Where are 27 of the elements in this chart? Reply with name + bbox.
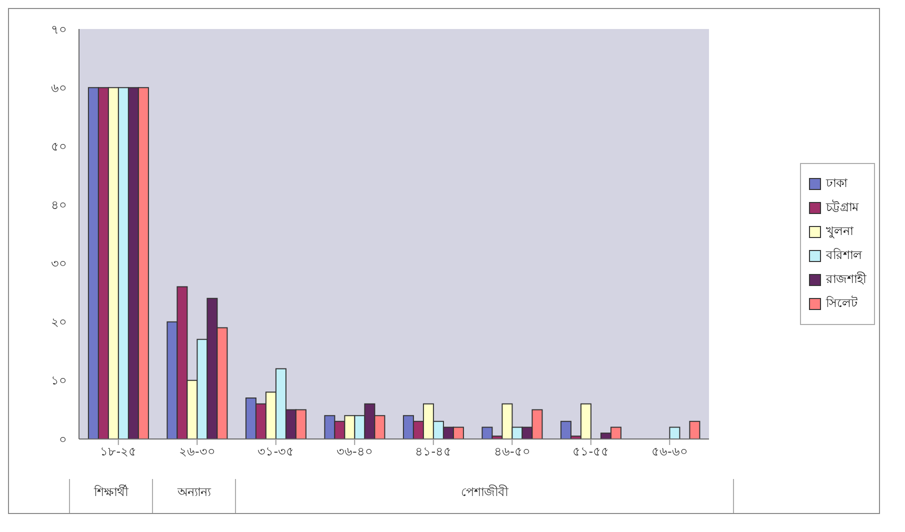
y-tick-label: ২০ xyxy=(51,315,67,330)
x-tick-label: ৪১-৪৫ xyxy=(415,444,452,459)
x-tick-label: ৫৬-৬০ xyxy=(651,444,688,459)
y-tick-label: ৬০ xyxy=(51,80,67,95)
x-tick-label: ২৬-৩০ xyxy=(178,444,216,459)
y-tick-label: ৪০ xyxy=(51,198,67,212)
x-tick-label: ৩১-৩৫ xyxy=(258,444,294,459)
legend-label: বরিশাল xyxy=(826,247,862,264)
x-tick-label: ৫১-৫৫ xyxy=(572,444,610,459)
y-tick-label: ১০ xyxy=(51,374,67,388)
legend-label: ঢাকা xyxy=(826,175,847,192)
legend-label: চট্টগ্রাম xyxy=(826,198,859,216)
y-tick-label: ০ xyxy=(59,432,67,446)
legend-label: সিলেট xyxy=(826,294,858,312)
y-tick-label: ৩০ xyxy=(51,256,67,271)
bar xyxy=(689,420,700,439)
text: শিক্ষার্থী xyxy=(69,479,152,513)
x-tick-label: ১৮-২৫ xyxy=(100,444,137,459)
legend-label: খুলনা xyxy=(826,223,853,240)
y-tick-label: ৫০ xyxy=(51,139,67,154)
text: অন্যান্য xyxy=(152,479,236,513)
legend-label: রাজশাহী xyxy=(826,270,866,288)
x-tick-label: ৩৬-৪০ xyxy=(336,444,373,459)
text: পেশাজীবী xyxy=(235,479,734,513)
bar xyxy=(669,426,680,439)
x-tick-label: ৪৬-৫০ xyxy=(494,444,530,459)
y-tick-label: ৭০ xyxy=(51,22,67,36)
